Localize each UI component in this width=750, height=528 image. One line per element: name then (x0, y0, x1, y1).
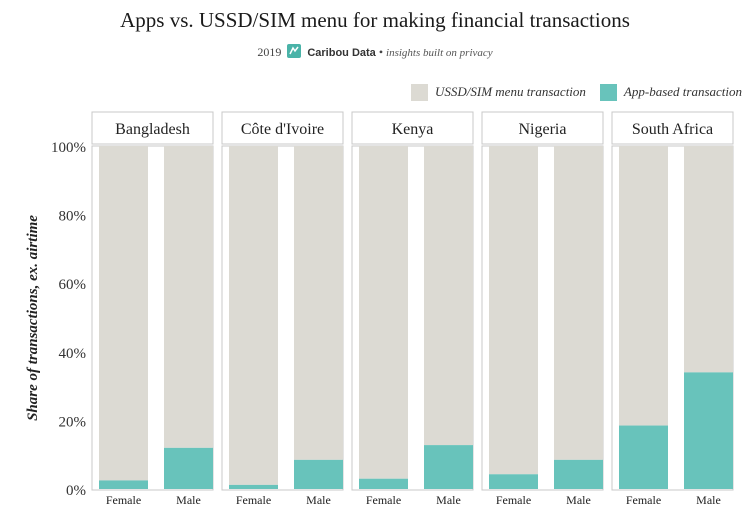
bar-app (424, 445, 473, 489)
legend-label-ussd: USSD/SIM menu transaction (434, 84, 586, 99)
subtitle-tagline: insights built on privacy (386, 47, 493, 59)
bar-ussd (359, 146, 408, 479)
y-tick-label: 20% (59, 414, 87, 430)
bar-app (359, 478, 408, 489)
x-category-label: Male (566, 493, 591, 507)
facet-strip (91, 111, 214, 145)
x-category-label: Female (366, 493, 401, 507)
facet-strip (351, 111, 474, 145)
subtitle-year: 2019 (257, 45, 282, 59)
bar-app (164, 447, 213, 489)
facet-label: Bangladesh (115, 121, 190, 138)
subtitle-separator: • (378, 45, 384, 59)
facet-strip (611, 111, 734, 145)
legend-label-app: App-based transaction (623, 84, 742, 99)
bar-app (554, 459, 603, 489)
x-category-label: Female (106, 493, 141, 507)
bar-ussd (619, 146, 668, 426)
bar-ussd (554, 146, 603, 460)
chart-title: Apps vs. USSD/SIM menu for making financ… (120, 8, 630, 32)
facet-strip (481, 111, 604, 145)
caribou-logo-icon (287, 44, 302, 58)
x-category-label: Male (176, 493, 201, 507)
bar-app (684, 372, 733, 489)
facet-label: South Africa (632, 121, 713, 138)
bar-ussd (99, 146, 148, 481)
legend-item-ussd: USSD/SIM menu transaction (410, 83, 586, 101)
y-tick-label: 0% (66, 483, 86, 499)
y-axis-title: Share of transactions, ex. airtime (25, 215, 41, 421)
facet-label: Côte d'Ivoire (241, 121, 324, 138)
bar-ussd (294, 146, 343, 460)
x-category-label: Male (306, 493, 331, 507)
bar-app (229, 484, 278, 489)
subtitle-brand: Caribou Data (307, 47, 376, 59)
y-tick-label: 60% (59, 277, 87, 293)
bar-app (489, 474, 538, 489)
y-tick-label: 80% (59, 209, 87, 225)
bar-ussd (229, 146, 278, 485)
x-category-label: Female (236, 493, 271, 507)
chart-legend: USSD/SIM menu transaction App-based tran… (397, 83, 742, 101)
legend-swatch-app (599, 83, 617, 101)
bar-ussd (684, 146, 733, 373)
bar-app (619, 425, 668, 489)
facet-label: Kenya (392, 121, 434, 138)
x-category-label: Male (696, 493, 721, 507)
x-category-label: Female (626, 493, 661, 507)
facet-label: Nigeria (519, 121, 567, 138)
x-category-label: Female (496, 493, 531, 507)
bar-ussd (164, 146, 213, 448)
y-tick-label: 100% (51, 140, 86, 156)
chart-subtitle: 2019 Caribou Data • insights built on pr… (0, 44, 750, 60)
bar-app (99, 480, 148, 489)
legend-item-app: App-based transaction (599, 83, 742, 101)
facet-strip (221, 111, 344, 145)
y-tick-label: 40% (59, 346, 87, 362)
legend-swatch-ussd (410, 83, 428, 101)
bar-ussd (424, 146, 473, 446)
bar-app (294, 459, 343, 489)
x-category-label: Male (436, 493, 461, 507)
bar-ussd (489, 146, 538, 475)
